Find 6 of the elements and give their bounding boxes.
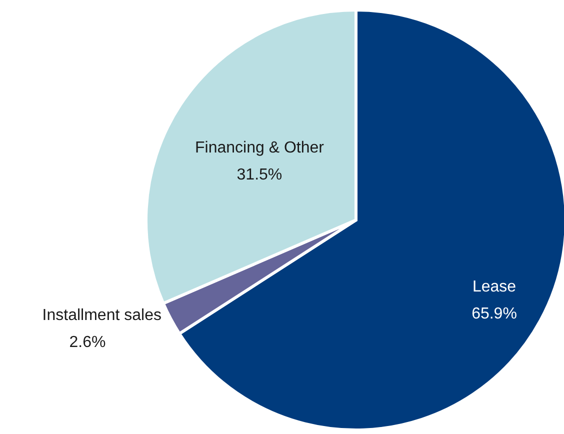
slice-label: Installment sales [42, 306, 162, 324]
data-label: 31.5% [236, 166, 282, 184]
data-label: 2.6% [69, 334, 106, 351]
data-label: 65.9% [472, 305, 517, 322]
slice-label: Financing & Other [194, 140, 325, 157]
slice-label: Lease [472, 278, 516, 296]
